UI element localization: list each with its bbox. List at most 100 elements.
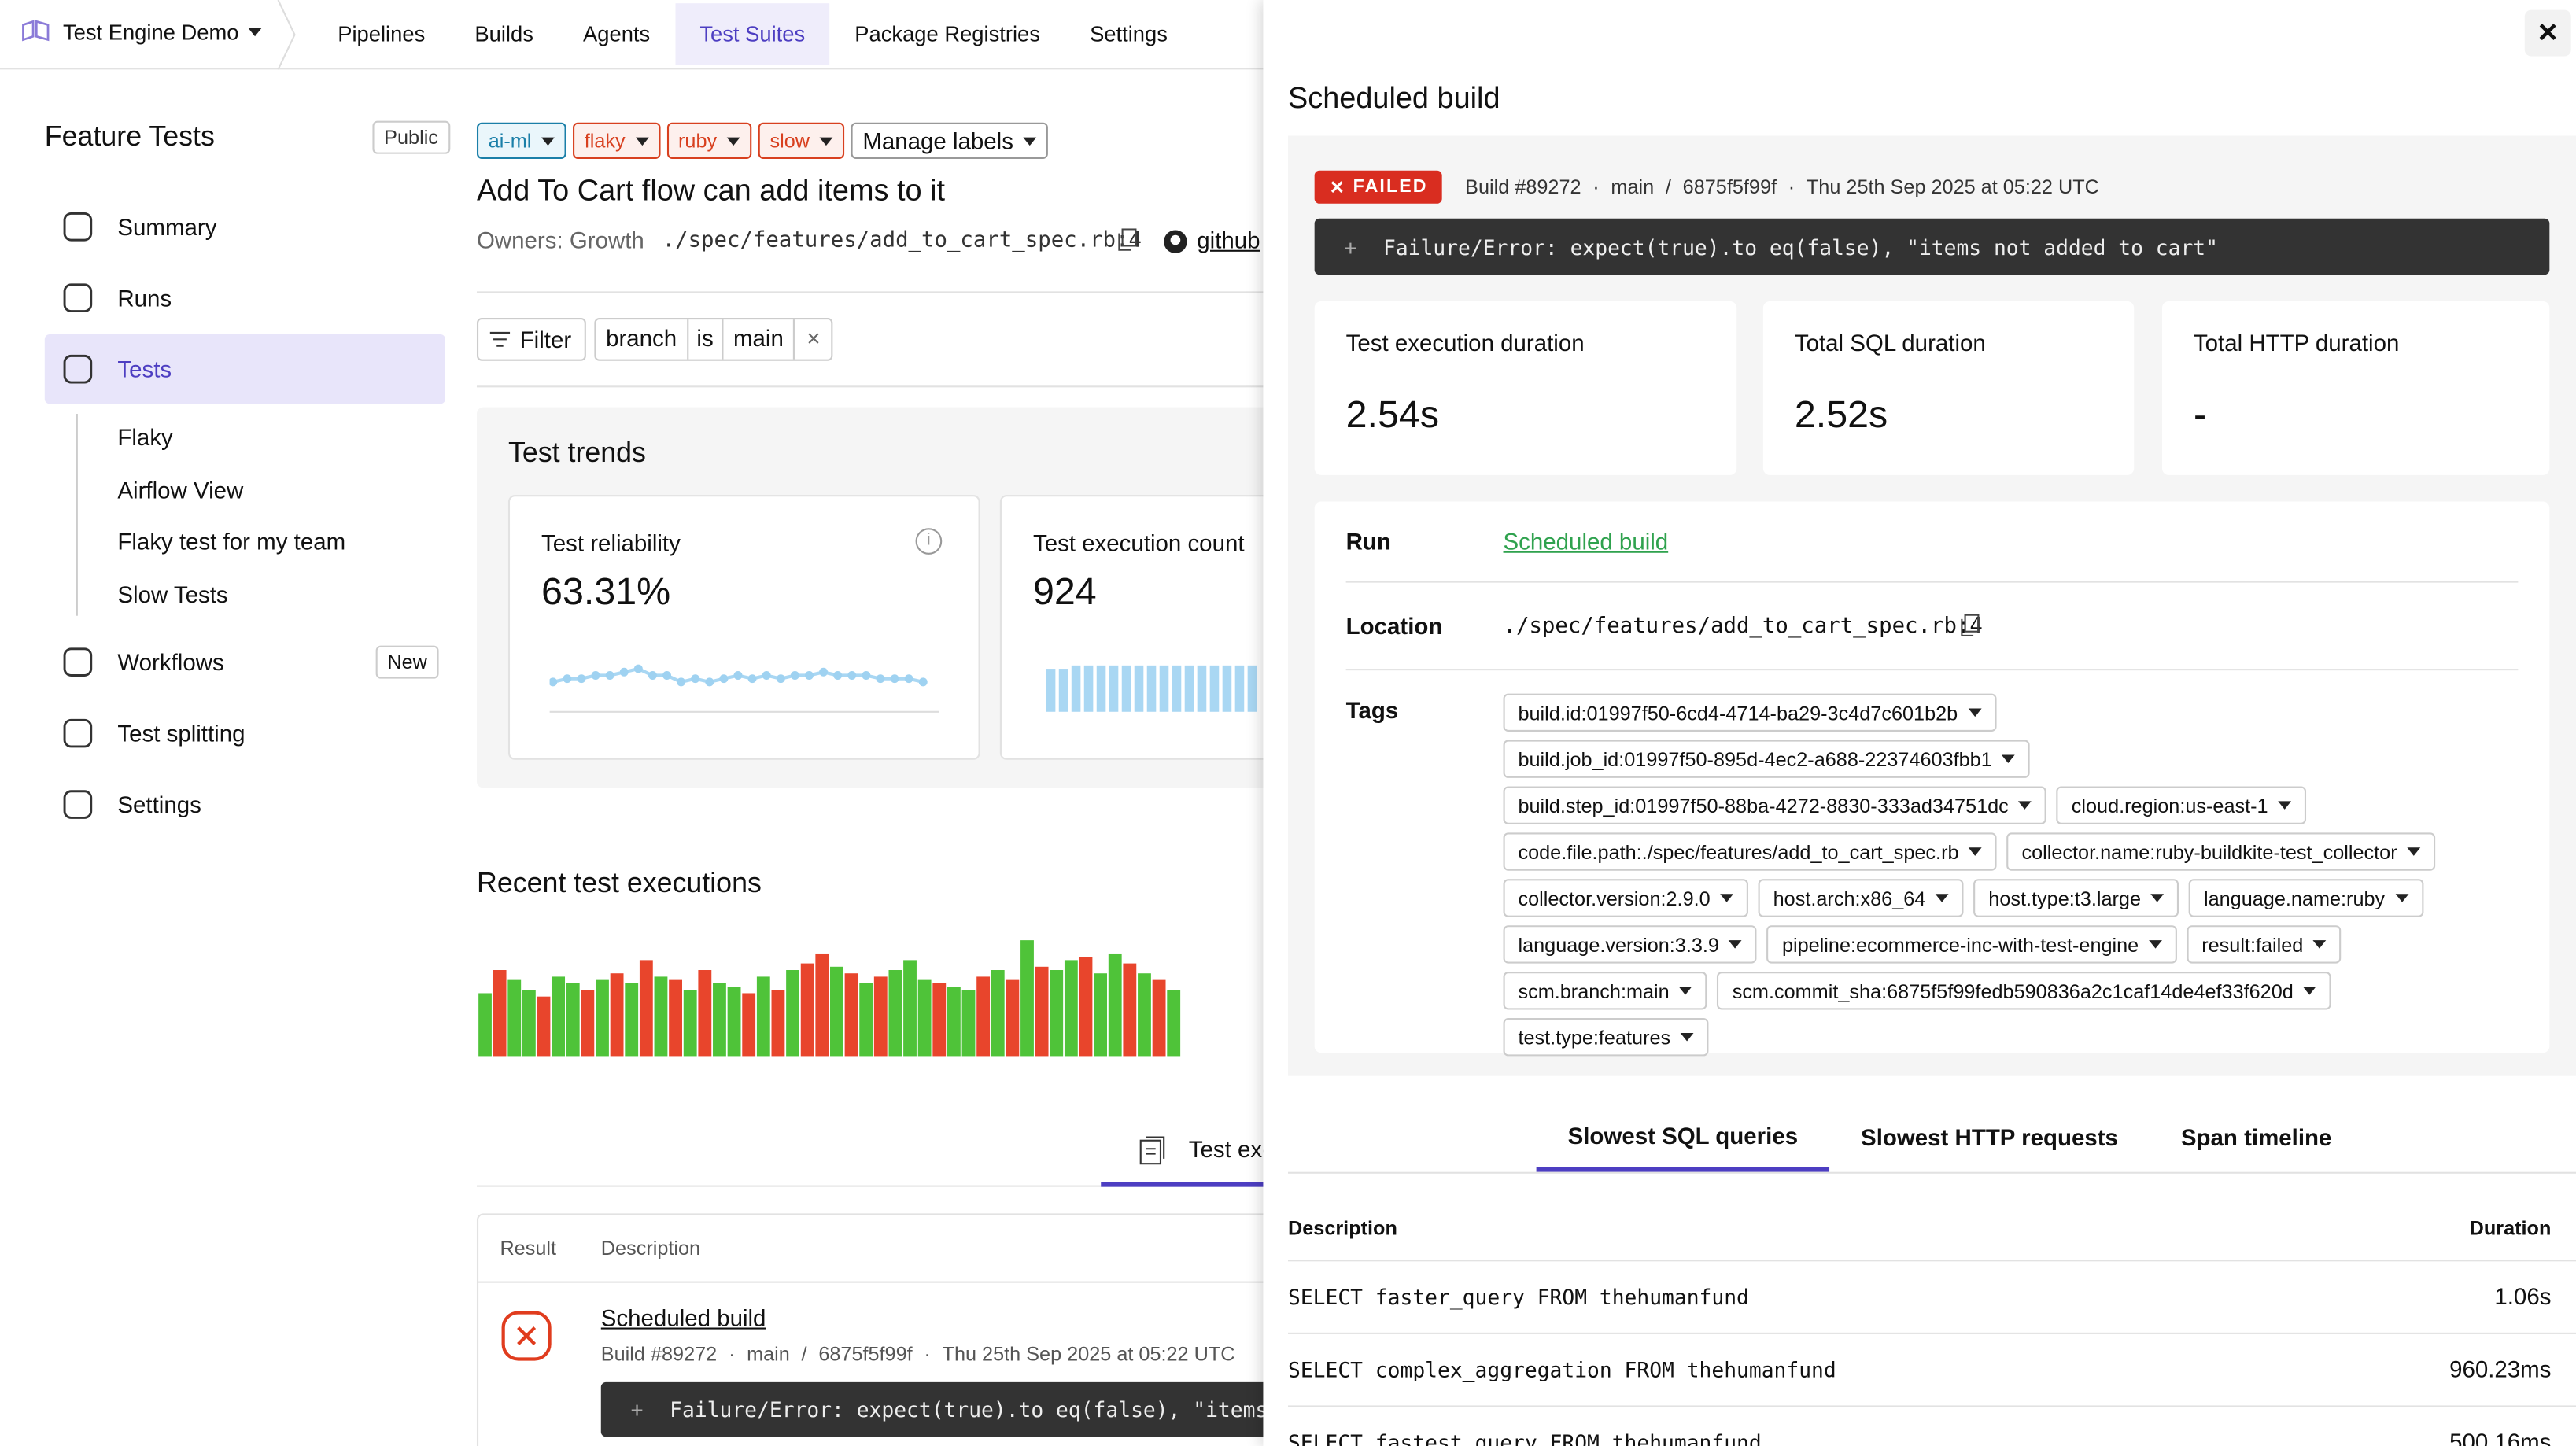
nav-item[interactable]: Agents (583, 21, 651, 46)
menu-item[interactable]: Runs (117, 284, 172, 312)
status: FAILED (1353, 177, 1428, 197)
tag[interactable]: build.id:01997f50-6cd4-4714-ba29-3c4d7c6… (1503, 693, 1996, 732)
active-bg (44, 334, 446, 404)
point (790, 671, 799, 680)
point (591, 671, 600, 680)
copy-icon[interactable] (1117, 228, 1137, 251)
tag[interactable]: language.version:3.3.9 (1503, 925, 1758, 964)
execution-bar (669, 979, 682, 1057)
icon-shape (63, 283, 93, 313)
label-chip[interactable]: ai-ml (476, 122, 566, 159)
menu-item[interactable]: Settings (117, 791, 201, 818)
column-header: Description (600, 1236, 701, 1260)
point (619, 667, 629, 677)
nav-item[interactable]: Pipelines (338, 21, 426, 46)
menu-item[interactable]: Tests (117, 356, 172, 383)
nav-item[interactable]: Builds (474, 21, 533, 46)
submenu-item[interactable]: Flaky (117, 423, 173, 451)
filter-button[interactable]: Filter (476, 317, 587, 361)
point (705, 677, 714, 687)
owners: Owners: Growth (476, 227, 644, 253)
run-link[interactable]: Scheduled build (1503, 528, 1669, 555)
execution-bar (932, 983, 947, 1057)
bar (1109, 665, 1119, 712)
point (677, 677, 686, 687)
tag[interactable]: collector.name:ruby-buildkite-test_colle… (2006, 832, 2436, 871)
execution-bar (1094, 973, 1108, 1057)
submenu-item[interactable]: Slow Tests (117, 581, 228, 607)
tab[interactable]: Slowest SQL queries (1536, 1102, 1830, 1172)
icon-shape (63, 647, 93, 677)
submenu-item[interactable]: Airflow View (117, 476, 244, 503)
tag[interactable]: cloud.region:us-east-1 (2056, 786, 2306, 824)
org-switcher[interactable]: Test Engine Demo (63, 20, 262, 45)
close-button[interactable]: × (2524, 9, 2571, 57)
nav-item[interactable]: Settings (1090, 21, 1168, 46)
execution-bar (1064, 960, 1078, 1057)
column-header: Result (500, 1236, 557, 1260)
bar (1083, 665, 1094, 712)
github-icon (1164, 230, 1187, 253)
tag[interactable]: host.arch:x86_64 (1758, 879, 1964, 917)
badge: New (375, 645, 439, 679)
location: ./spec/features/add_to_cart_spec.rb:4 (1503, 614, 1983, 640)
divider (1287, 1260, 2576, 1262)
point (862, 671, 871, 680)
tags-label: Tags (1345, 696, 1399, 724)
execution-bar (947, 987, 961, 1057)
execution-bar (756, 976, 770, 1057)
build-link[interactable]: Scheduled build (600, 1304, 766, 1331)
tab[interactable]: Slowest HTTP requests (1861, 1123, 2118, 1151)
remove-filter[interactable]: × (793, 319, 832, 360)
tab[interactable]: Span timeline (2180, 1123, 2332, 1151)
tag[interactable]: scm.commit_sha:6875f5f99fedb590836a2c1ca… (1717, 972, 2332, 1010)
tag[interactable]: code.file.path:./spec/features/add_to_ca… (1503, 832, 1997, 871)
execution-bar (566, 983, 580, 1057)
menu-item[interactable]: Workflows (117, 648, 224, 676)
execution-bar (771, 990, 785, 1057)
info-icon[interactable]: i (915, 528, 943, 555)
divider (277, 0, 296, 70)
menu-icon (63, 790, 93, 819)
label-chip[interactable]: flaky (573, 122, 660, 159)
tag[interactable]: host.type:t3.large (1973, 879, 2179, 917)
tag[interactable]: language.name:ruby (2189, 879, 2423, 917)
github-link[interactable]: github (1197, 227, 1260, 253)
menu-item[interactable]: Summary (117, 213, 217, 241)
menu-icon (63, 718, 93, 748)
execution-bar (961, 990, 976, 1057)
mini-chart (549, 664, 939, 713)
tag[interactable]: scm.branch:main (1503, 972, 1708, 1010)
execution-bar (639, 960, 653, 1057)
nav-item[interactable]: Package Registries (854, 21, 1040, 46)
label-chip[interactable]: ruby (666, 122, 752, 159)
execution-bar (625, 983, 639, 1057)
run-label: Run (1345, 528, 1391, 555)
tabs: Slowest SQL queries Slowest HTTP requests… (1536, 1102, 2364, 1172)
tag[interactable]: build.step_id:01997f50-88ba-4272-8830-33… (1503, 786, 2047, 824)
manage-labels[interactable]: Manage labels (851, 122, 1049, 159)
submenu-item[interactable]: Flaky test for my team (117, 528, 346, 555)
error-bar: + Failure/Error: expect(true).to eq(false… (600, 1381, 1504, 1437)
execution-bar (610, 973, 624, 1057)
point (762, 671, 771, 680)
commit: 6875f5f99f (1682, 175, 1777, 199)
top-nav (0, 0, 1264, 70)
point (833, 671, 843, 680)
tag[interactable]: build.job_id:01997f50-895d-4ec2-a688-223… (1503, 740, 2031, 778)
logo (22, 20, 50, 42)
tag[interactable]: result:failed (2187, 925, 2342, 964)
execution-bar (873, 976, 888, 1057)
bar (1222, 665, 1232, 712)
nav-item[interactable]: Test Suites (674, 3, 830, 65)
query: SELECT fastest_query FROM thehumanfund (1287, 1429, 1762, 1446)
icon-shape (63, 212, 93, 242)
tag[interactable]: test.type:features (1503, 1018, 1709, 1057)
tag[interactable]: pipeline:ecommerce-inc-with-test-engine (1767, 925, 2177, 964)
metric-card (1762, 301, 2135, 475)
copy-icon[interactable] (1960, 614, 1980, 637)
label-chip[interactable]: slow (758, 122, 845, 159)
tag[interactable]: collector.version:2.9.0 (1503, 879, 1749, 917)
suite-title: Feature Tests (44, 120, 215, 153)
menu-item[interactable]: Test splitting (117, 720, 245, 747)
